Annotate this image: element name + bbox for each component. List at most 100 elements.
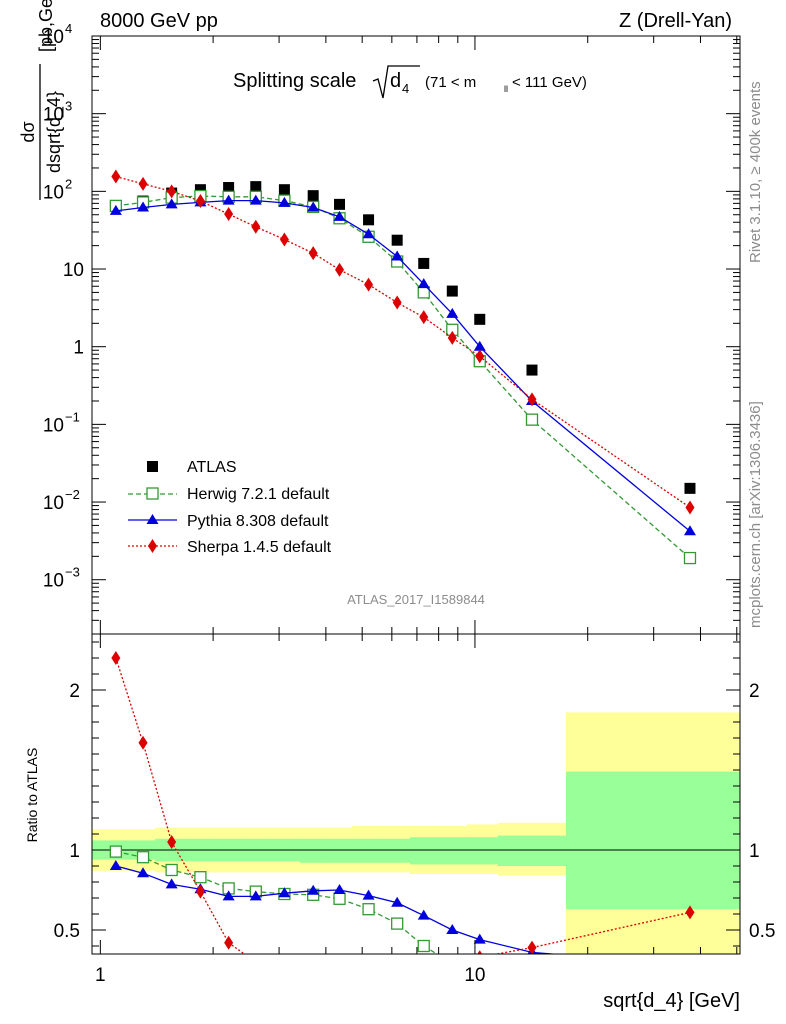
- mc-point-sherpa: [224, 207, 234, 222]
- y-tick-label-base: 10: [43, 415, 64, 436]
- data-point-atlas: [526, 364, 538, 376]
- y-tick-label-ratio-right: 0.5: [749, 921, 775, 942]
- mc-point-sherpa: [335, 262, 345, 277]
- ratio-point-pythia: [222, 890, 235, 901]
- ratio-point-sherpa: [167, 835, 177, 849]
- ratio-point-herwig: [447, 958, 458, 969]
- mc-point-pythia: [446, 307, 459, 318]
- mc-point-sherpa: [364, 277, 374, 292]
- series-line-herwig: [115, 195, 691, 559]
- ratio-line-herwig: [115, 850, 438, 954]
- series-pythia: [109, 194, 696, 536]
- mc-point-sherpa: [308, 246, 318, 261]
- series-atlas: [110, 181, 696, 494]
- data-point-atlas: [684, 482, 696, 494]
- y-tick-label-ratio: 1: [69, 841, 80, 862]
- y-tick-label-base: 10: [43, 27, 64, 48]
- data-point-atlas: [250, 181, 262, 193]
- ratio-line-sherpa: [115, 657, 691, 954]
- legend-entry-pythia: Pythia 8.308 default: [128, 513, 329, 530]
- x-axis-label: sqrt{d_4} [GeV]: [603, 990, 740, 1012]
- y-tick-label-main: 10 2: [43, 176, 72, 203]
- mc-point-sherpa: [447, 330, 457, 345]
- ratio-panel-content: [92, 651, 740, 969]
- y-tick-label-main: 10 −1: [43, 409, 80, 436]
- ratio-point-pythia: [473, 933, 486, 944]
- uncertainty-band-inner: [438, 837, 468, 865]
- uncertainty-band-inner: [409, 837, 440, 865]
- y-tick-label-main: 10 −3: [43, 565, 80, 592]
- y-tick-label-base: 10: [43, 182, 64, 203]
- x-tick-label: 1: [95, 965, 106, 986]
- ratio-point-sherpa: [527, 940, 537, 954]
- mc-point-sherpa: [475, 349, 485, 364]
- y-tick-label-exponent: 2: [65, 176, 72, 191]
- mc-point-pythia: [333, 210, 346, 221]
- ratio-point-pythia: [109, 860, 122, 870]
- ratio-point-herwig: [417, 939, 430, 953]
- data-point-atlas: [223, 182, 235, 194]
- ratio-point-herwig: [362, 903, 375, 916]
- uncertainty-band-inner: [383, 838, 411, 863]
- y-tick-label-exponent: 4: [65, 21, 72, 36]
- plot-title-main: Splitting scale: [233, 70, 356, 92]
- data-point-atlas: [391, 234, 403, 246]
- mc-point-sherpa: [419, 310, 429, 325]
- mc-point-pythia: [473, 340, 486, 351]
- y-label-denominator: dsqrt{d_4}: [44, 91, 65, 173]
- y-tick-label-main: 1: [73, 338, 84, 359]
- ratio-point-herwig: [136, 851, 150, 864]
- data-point-atlas: [446, 285, 458, 297]
- mcplots-reference-label: mcplots.cern.ch [arXiv:1306.3436]: [747, 401, 764, 628]
- plot-title-range-sub: ll: [504, 84, 508, 94]
- mc-point-pythia: [109, 204, 122, 215]
- ratio-series-sherpa: [111, 651, 695, 954]
- y-tick-label-exponent: −2: [65, 487, 80, 502]
- ratio-series-pythia: [109, 860, 560, 954]
- mc-point-sherpa: [685, 500, 695, 515]
- ratio-panel-frame: [91, 633, 741, 955]
- plot-title-range-prefix: (71 < m: [425, 74, 476, 91]
- mc-point-sherpa: [392, 295, 402, 310]
- process-label: Z (Drell-Yan): [619, 10, 732, 32]
- y-axis-label-main: dσ dsqrt{d_4} [pb,GeV -1 ]: [18, 0, 65, 200]
- mc-point-sherpa: [251, 219, 261, 234]
- uncertainty-band-inner: [565, 771, 740, 910]
- y-tick-label-ratio-right: 1: [749, 841, 760, 862]
- mc-point-sherpa: [167, 184, 177, 199]
- y-tick-label-base: 10: [43, 493, 64, 514]
- ratio-point-herwig: [391, 917, 404, 930]
- series-line-sherpa: [115, 175, 691, 509]
- mc-point-sherpa: [527, 392, 537, 407]
- ratio-point-pythia: [391, 896, 404, 907]
- ratio-point-pythia: [446, 924, 459, 934]
- legend-marker-pythia: [146, 514, 159, 524]
- series-sherpa: [111, 169, 695, 515]
- series-herwig: [109, 189, 697, 565]
- legend-label-sherpa: Sherpa 1.4.5 default: [187, 539, 332, 556]
- series-line-pythia: [115, 199, 691, 532]
- mc-point-pythia: [165, 198, 178, 209]
- ratio-point-sherpa: [224, 935, 234, 950]
- y-tick-label-main: 10 3: [43, 99, 72, 126]
- ratio-point-herwig: [165, 863, 178, 877]
- legend-marker-herwig: [146, 487, 159, 500]
- y-tick-label-base: 10: [43, 105, 64, 126]
- ratio-point-herwig: [194, 871, 207, 884]
- legend-label-atlas: ATLAS: [187, 459, 237, 476]
- ratio-point-pythia: [307, 884, 320, 895]
- data-point-atlas: [334, 198, 346, 210]
- ratio-point-pythia: [417, 909, 430, 920]
- sqrt-symbol: [372, 65, 420, 99]
- uncertainty-band-inner: [352, 838, 384, 863]
- mc-point-sherpa: [279, 232, 289, 247]
- ratio-point-sherpa: [138, 735, 148, 750]
- rivet-version-label: Rivet 3.1.10, ≥ 400k events: [747, 81, 764, 263]
- data-point-atlas: [307, 190, 319, 202]
- mc-point-herwig: [683, 551, 697, 565]
- plot-title: Splitting scale d 4 (71 < m ll < 111 GeV…: [233, 65, 587, 99]
- ratio-point-sherpa: [195, 884, 205, 899]
- mc-point-pythia: [249, 194, 262, 205]
